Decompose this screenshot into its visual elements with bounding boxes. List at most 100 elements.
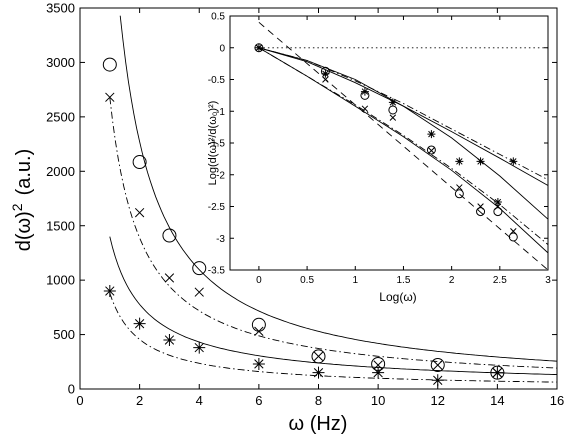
data-point-circle xyxy=(430,358,445,373)
main-y-axis-label-exponent: 2 xyxy=(9,203,25,211)
main-y-axis-label-quantity: d(ω) xyxy=(13,211,35,251)
x-tick-label: 1 xyxy=(352,275,358,286)
data-point-x xyxy=(313,351,324,362)
main-x-axis-label: ω (Hz) xyxy=(289,413,348,435)
inset-point-circle xyxy=(476,207,486,217)
y-tick-label: -3.5 xyxy=(208,266,226,277)
main-x-ticks: 0 2 4 6 8 10 12 14 16 xyxy=(76,8,564,408)
y-tick-label: -3 xyxy=(216,234,225,245)
inset-line-dashed xyxy=(258,21,548,270)
y-tick-label: 0.5 xyxy=(211,12,225,23)
fit-curve-2 xyxy=(109,97,558,369)
inset-plot-frame xyxy=(229,15,549,271)
inset-point-circle xyxy=(426,145,436,155)
inset-point-star xyxy=(455,157,464,166)
data-point-star xyxy=(133,317,146,330)
data-point-star xyxy=(491,366,504,379)
y-tick-label: 2500 xyxy=(46,109,75,124)
x-tick-label: 2 xyxy=(449,275,455,286)
data-point-circle xyxy=(311,349,326,364)
main-y-axis-label: d(ω)2 (a.u.) xyxy=(9,149,35,252)
x-tick-label: 0.5 xyxy=(300,275,314,286)
x-tick-label: 0 xyxy=(256,275,262,286)
inset-point-star xyxy=(427,130,436,139)
data-point-star xyxy=(372,366,385,379)
inset-point-x xyxy=(477,203,484,210)
inset-data-markers xyxy=(254,43,518,242)
inset-point-star xyxy=(388,98,397,107)
y-tick-label: 1500 xyxy=(46,218,75,233)
x-tick-label: 8 xyxy=(315,393,322,408)
inset-point-x xyxy=(456,184,463,191)
inset-line-solid xyxy=(258,47,548,186)
y-tick-label: 1000 xyxy=(46,273,75,288)
main-fit-curves xyxy=(109,15,558,383)
inset-y-axis-label: Log(d(ω)²/d(ω₀)²) xyxy=(207,101,219,186)
inset-line-dashdot xyxy=(258,47,548,181)
data-point-star xyxy=(312,366,325,379)
main-y-axis-label-unit: (a.u.) xyxy=(13,149,35,196)
inset-point-star xyxy=(509,157,518,166)
x-tick-label: 12 xyxy=(431,393,445,408)
x-tick-label: 14 xyxy=(490,393,504,408)
data-point-circle xyxy=(102,57,117,72)
data-point-circle xyxy=(490,365,505,380)
y-tick-label: -1.5 xyxy=(208,139,226,150)
inset-point-star xyxy=(493,198,502,207)
fit-curve-3 xyxy=(109,236,558,376)
main-y-ticks: 0 500 1000 1500 2000 2500 3000 3500 xyxy=(46,1,557,397)
data-point-x xyxy=(105,92,115,102)
inset-point-circle xyxy=(454,189,464,199)
y-tick-label: 2000 xyxy=(46,164,75,179)
data-point-star xyxy=(431,374,444,387)
x-tick-label: 10 xyxy=(371,393,385,408)
data-point-x xyxy=(194,287,204,297)
x-tick-label: 2 xyxy=(136,393,143,408)
y-tick-label: 0 xyxy=(219,43,225,54)
inset-point-x xyxy=(361,105,369,112)
data-point-star xyxy=(193,341,206,354)
inset-point-star xyxy=(360,87,369,96)
y-tick-label: -2.5 xyxy=(208,202,226,213)
data-point-x xyxy=(254,326,264,336)
y-tick-label: 3000 xyxy=(46,55,75,70)
data-point-x xyxy=(164,273,175,283)
y-tick-label: 3500 xyxy=(46,1,75,16)
y-tick-label: 500 xyxy=(53,327,75,342)
inset-point-circle xyxy=(508,232,518,242)
y-tick-label: -0.5 xyxy=(208,75,226,86)
inset-point-x xyxy=(510,228,517,235)
inset-point-circle xyxy=(493,207,503,217)
inset-point-star xyxy=(476,157,485,166)
x-tick-label: 2.5 xyxy=(493,275,507,286)
fit-curve-4 xyxy=(109,293,557,383)
data-point-x xyxy=(373,360,383,370)
inset-point-x xyxy=(389,114,397,121)
y-tick-label: -2 xyxy=(216,170,225,181)
inset-point-star xyxy=(254,43,263,52)
x-tick-label: 6 xyxy=(255,393,262,408)
inset-fit-lines xyxy=(258,21,548,270)
x-tick-label: 4 xyxy=(196,393,203,408)
x-tick-label: 3 xyxy=(545,275,551,286)
data-point-circle xyxy=(192,261,207,276)
y-tick-label: 0 xyxy=(68,382,75,397)
main-data-markers xyxy=(102,57,505,387)
inset-chart: 0 0.5 1 1.5 2 2.5 3 0.5 0 -0.5 -1 -1.5 -2 -2.5 -3 -3.5… xyxy=(207,12,551,305)
x-tick-label: 0 xyxy=(76,393,83,408)
data-point-x xyxy=(433,360,443,370)
fit-curve-1 xyxy=(119,15,558,362)
y-tick-label: -1 xyxy=(216,107,225,118)
data-point-star xyxy=(163,334,176,347)
x-tick-label: 1.5 xyxy=(397,275,411,286)
data-point-star xyxy=(252,357,265,370)
data-point-circle xyxy=(132,155,147,170)
inset-y-ticks: 0.5 0 -0.5 -1 -1.5 -2 -2.5 -3 -3.5 xyxy=(208,12,548,277)
inset-point-x xyxy=(428,147,435,154)
inset-point-x xyxy=(322,76,329,83)
data-point-circle xyxy=(162,228,177,243)
inset-x-ticks: 0 0.5 1 1.5 2 2.5 3 xyxy=(256,16,551,286)
x-tick-label: 16 xyxy=(550,393,564,408)
data-point-x xyxy=(134,207,145,218)
